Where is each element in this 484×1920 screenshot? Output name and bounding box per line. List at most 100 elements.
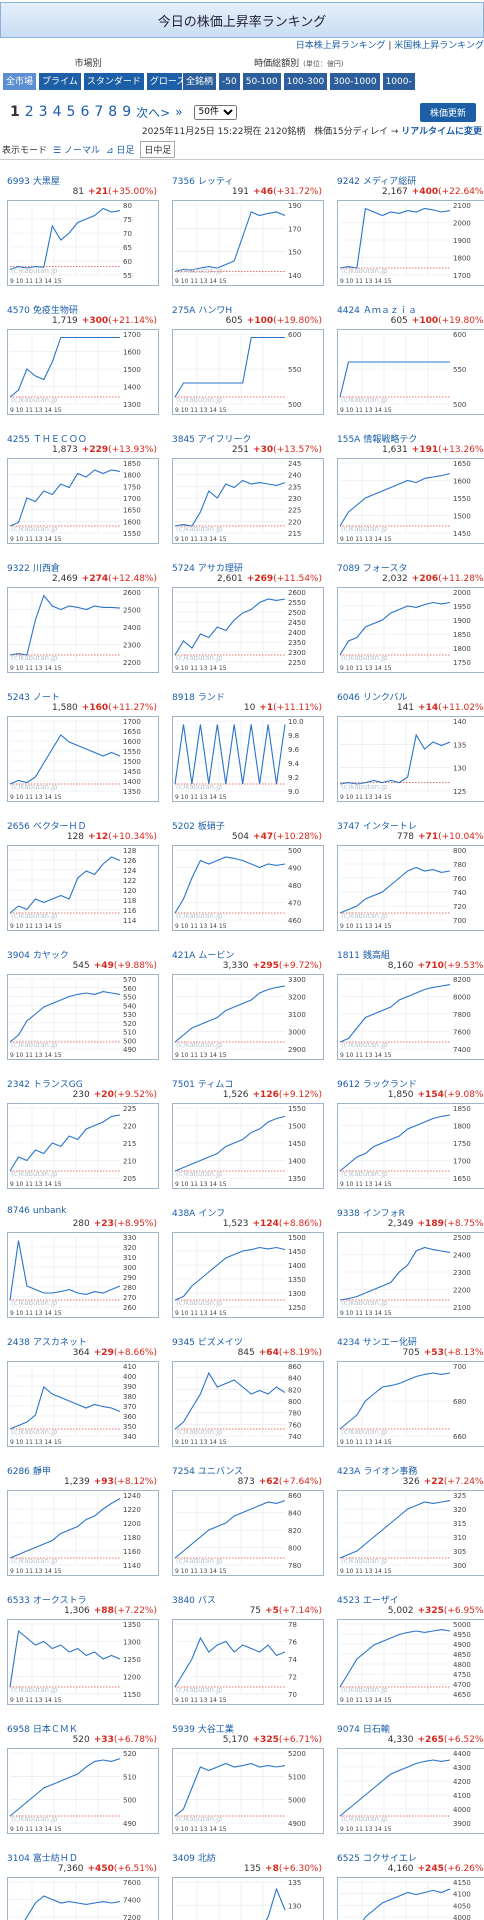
stock-code[interactable]: 7089 — [337, 564, 360, 574]
intraday-chart[interactable]: 1850 1800 1750 1700 1650 1600 1550 (c)kabutan.j… — [7, 458, 159, 544]
intraday-chart[interactable]: 500 490 480 470 460 (c)kabutan.jp 9 10 11 13 1… — [172, 845, 324, 931]
intraday-chart[interactable]: 860 840 820 800 780 (c)kabutan.jp 9 10 11 13 1… — [172, 1490, 324, 1576]
stock-name[interactable]: エーザイ — [362, 1596, 399, 1606]
page-link[interactable]: 7 — [94, 104, 104, 120]
stock-code[interactable]: 3845 — [172, 435, 195, 445]
stock-name[interactable]: ベクターＨＤ — [32, 822, 87, 832]
cap-button[interactable]: 1000- — [381, 72, 416, 91]
refresh-button[interactable]: 株価更新 — [419, 103, 476, 122]
stock-code[interactable]: 3409 — [172, 1854, 195, 1864]
stock-name[interactable]: 川西倉 — [32, 564, 60, 574]
stock-name[interactable]: コクサイエレ — [362, 1854, 417, 1864]
intraday-chart[interactable]: 3300 3200 3100 3000 2900 (c)kabutan.jp 9 10 11… — [172, 974, 324, 1060]
stock-name[interactable]: ライオン事務 — [363, 1467, 418, 1477]
stock-code[interactable]: 275A — [172, 306, 196, 316]
intraday-chart[interactable]: 1500 1450 1400 1350 1300 1250 (c)kabutan.jp 9 1… — [172, 1232, 324, 1318]
stock-name[interactable]: ＴＨＥＣＯＯ — [32, 435, 87, 445]
stock-name[interactable]: メディア総研 — [362, 177, 417, 187]
stock-code[interactable]: 7254 — [172, 1467, 195, 1477]
intraday-chart[interactable]: 5000 4950 4900 4850 4800 4750 4700 4650 (c)kabut… — [337, 1619, 484, 1705]
page-last-link[interactable]: » — [175, 105, 183, 119]
stock-code[interactable]: 9338 — [337, 1209, 360, 1219]
stock-code[interactable]: 1811 — [337, 951, 360, 961]
intraday-chart[interactable]: 1550 1500 1450 1400 1350 (c)kabutan.jp 9 10 11… — [172, 1103, 324, 1189]
stock-name[interactable]: Ａｍａｚｉａ — [362, 306, 417, 316]
stock-name[interactable]: 大谷工業 — [197, 1725, 234, 1735]
stock-code[interactable]: 5202 — [172, 822, 195, 832]
intraday-chart[interactable]: 1700 1650 1600 1550 1500 1450 1400 1350 (c)kabut… — [7, 716, 159, 802]
intraday-chart[interactable]: 1650 1600 1550 1500 1450 (c)kabutan.jp 9 10 11… — [337, 458, 484, 544]
market-button[interactable]: スタンダード — [82, 72, 145, 91]
cap-button[interactable]: 全銘柄 — [182, 72, 218, 91]
intraday-chart[interactable]: 140 135 130 125 (c)kabutan.jp 9 10 11 13 14 1… — [337, 716, 484, 802]
intraday-chart[interactable]: 1700 1600 1500 1400 1300 (c)kabutan.jp 9 10 11… — [7, 329, 159, 415]
stock-name[interactable]: 靜甲 — [32, 1467, 51, 1477]
intraday-chart[interactable]: 4150410040504000395039003850(c)kabutan.j… — [337, 1877, 484, 1920]
page-link[interactable]: 4 — [52, 104, 62, 120]
market-button[interactable]: プライム — [38, 72, 82, 91]
stock-code[interactable]: 6958 — [7, 1725, 30, 1735]
stock-code[interactable]: 9074 — [337, 1725, 360, 1735]
stock-code[interactable]: 7501 — [172, 1080, 195, 1090]
stock-code[interactable]: 4523 — [337, 1596, 360, 1606]
intraday-chart[interactable]: 1240 1220 1200 1180 1160 1140 (c)kabutan.jp 9 1… — [7, 1490, 159, 1576]
intraday-chart[interactable]: 80 75 70 65 60 55 (c)kabutan.jp 9 10 11 13 14 1… — [7, 200, 159, 286]
stock-code[interactable]: 3104 — [7, 1854, 30, 1864]
stock-code[interactable]: 2342 — [7, 1080, 30, 1090]
intraday-chart[interactable]: 1850 1800 1750 1700 1650 (c)kabutan.jp 9 10 11… — [337, 1103, 484, 1189]
stock-name[interactable]: 銭高組 — [362, 951, 390, 961]
stock-name[interactable]: ラックランド — [362, 1080, 417, 1090]
stock-name[interactable]: ノート — [32, 693, 60, 703]
stock-code[interactable]: 4255 — [7, 435, 30, 445]
stock-name[interactable]: 富士紡ＨＤ — [32, 1854, 78, 1864]
stock-name[interactable]: 日本ＣＭＫ — [32, 1725, 78, 1735]
stock-code[interactable]: 2656 — [7, 822, 30, 832]
intraday-chart[interactable]: 2600 2550 2500 2450 2400 2350 2300 2250 (c)kabut… — [172, 587, 324, 673]
stock-name[interactable]: 日石輸 — [362, 1725, 390, 1735]
stock-code[interactable]: 3904 — [7, 951, 30, 961]
stock-code[interactable]: 7356 — [172, 177, 195, 187]
stock-name[interactable]: インタートレ — [362, 822, 417, 832]
intraday-chart[interactable]: 700 680 660 (c)kabutan.jp 9 10 11 13 14 15 — [337, 1361, 484, 1447]
stock-name[interactable]: 大黒屋 — [32, 177, 60, 187]
page-link[interactable]: 6 — [80, 104, 90, 120]
cap-button[interactable]: 300-1000 — [329, 72, 381, 91]
stock-code[interactable]: 9612 — [337, 1080, 360, 1090]
jp-ranking-link[interactable]: 日本株上昇ランキング — [295, 41, 386, 51]
intraday-chart[interactable]: 330 320 310 300 290 280 270 260 (c)kabutan.jp 9 1… — [7, 1232, 159, 1318]
intraday-chart[interactable]: 76007400720070006800(c)kabutan.jp9 10 11… — [7, 1877, 159, 1920]
page-link[interactable]: 9 — [122, 104, 132, 120]
realtime-link[interactable]: リアルタイムに変更 — [401, 127, 482, 137]
intraday-chart[interactable]: 1350 1300 1250 1200 1150 (c)kabutan.jp 9 10 11… — [7, 1619, 159, 1705]
stock-code[interactable]: 6286 — [7, 1467, 30, 1477]
stock-name[interactable]: カヤック — [32, 951, 69, 961]
per-page-select[interactable]: 50件 — [193, 104, 237, 120]
stock-name[interactable]: インフォR — [362, 1209, 405, 1219]
stock-code[interactable]: 2438 — [7, 1338, 30, 1348]
intraday-chart[interactable]: 325 320 315 310 305 300 (c)kabutan.jp 9 10 11 1… — [337, 1490, 484, 1576]
page-link[interactable]: 8 — [108, 104, 118, 120]
mode-daily[interactable]: ⊿ 日足 — [106, 143, 134, 156]
stock-code[interactable]: 3840 — [172, 1596, 195, 1606]
page-next-link[interactable]: 次へ> — [136, 105, 171, 120]
stock-name[interactable]: 免疫生物研 — [32, 306, 78, 316]
intraday-chart[interactable]: 520 510 500 490 (c)kabutan.jp 9 10 11 13 14 1… — [7, 1748, 159, 1834]
stock-code[interactable]: 9242 — [337, 177, 360, 187]
stock-name[interactable]: 北紡 — [197, 1854, 216, 1864]
intraday-chart[interactable]: 410 400 390 380 370 360 350 340 (c)kabutan.jp 9 1… — [7, 1361, 159, 1447]
intraday-chart[interactable]: 8200 8000 7800 7600 7400 (c)kabutan.jp 9 10 11… — [337, 974, 484, 1060]
stock-name[interactable]: ハンワH — [198, 306, 233, 316]
stock-name[interactable]: ビズメイツ — [197, 1338, 243, 1348]
market-button[interactable]: 全市場 — [2, 72, 38, 91]
intraday-chart[interactable]: 2000 1950 1900 1850 1800 1750 (c)kabutan.jp 9 1… — [337, 587, 484, 673]
stock-code[interactable]: 423A — [337, 1467, 361, 1477]
stock-code[interactable]: 3747 — [337, 822, 360, 832]
stock-name[interactable]: レッティ — [197, 177, 234, 187]
page-link[interactable]: 3 — [38, 104, 48, 120]
cap-button[interactable]: 100-300 — [282, 72, 329, 91]
stock-code[interactable]: 5939 — [172, 1725, 195, 1735]
stock-name[interactable]: リンクバル — [362, 693, 408, 703]
stock-code[interactable]: 155A — [337, 435, 361, 445]
intraday-chart[interactable]: 245 240 235 230 225 220 215 (c)kabutan.jp 9 10 1… — [172, 458, 324, 544]
intraday-chart[interactable]: 78 76 74 72 70 (c)kabutan.jp 9 10 11 13 14 15 — [172, 1619, 324, 1705]
